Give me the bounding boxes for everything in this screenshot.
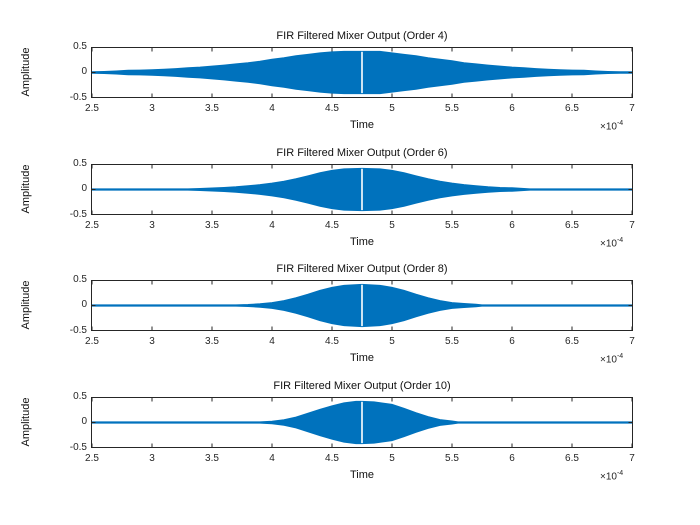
y-axis-label: Amplitude bbox=[20, 397, 32, 447]
y-tick-label: 0 bbox=[81, 416, 87, 427]
x-tick-label: 4 bbox=[269, 336, 275, 347]
x-tick-label: 5 bbox=[389, 103, 395, 114]
x-tick-label: 4 bbox=[269, 453, 275, 464]
x-tick-label: 2.5 bbox=[85, 220, 99, 231]
exponent-base: ×10 bbox=[600, 354, 617, 366]
exponent-power: -4 bbox=[616, 237, 624, 244]
x-tick-label: 7 bbox=[629, 336, 635, 347]
y-tick-label: 0.5 bbox=[73, 274, 87, 285]
x-axis-ticks: 2.5 3 3.5 4 4.5 5 5.5 6 6.5 7 bbox=[85, 453, 635, 465]
x-axis-exponent: ×10-4 bbox=[600, 470, 623, 482]
axes-box bbox=[91, 280, 633, 331]
axes-box bbox=[91, 164, 633, 215]
waveform-plot bbox=[92, 165, 632, 214]
axes-box bbox=[91, 397, 633, 448]
y-tick-label: 0 bbox=[81, 183, 87, 194]
x-tick-label: 6 bbox=[509, 453, 515, 464]
x-tick-label: 3.5 bbox=[205, 220, 219, 231]
exponent-base: ×10 bbox=[600, 121, 617, 133]
y-tick-label: -0.5 bbox=[69, 325, 87, 336]
exponent-base: ×10 bbox=[600, 238, 617, 250]
exponent-power: -4 bbox=[616, 353, 624, 360]
y-axis-label: Amplitude bbox=[20, 47, 32, 97]
subplot-order-8: FIR Filtered Mixer Output (Order 8) Ampl… bbox=[0, 263, 700, 397]
x-tick-label: 5 bbox=[389, 453, 395, 464]
subplot-order-4: FIR Filtered Mixer Output (Order 4) Ampl… bbox=[0, 30, 700, 164]
x-tick-label: 3 bbox=[149, 336, 155, 347]
x-axis-exponent: ×10-4 bbox=[600, 353, 623, 365]
y-axis-label: Amplitude bbox=[20, 280, 32, 330]
x-tick-label: 3 bbox=[149, 103, 155, 114]
x-tick-label: 6.5 bbox=[565, 220, 579, 231]
x-axis-ticks: 2.5 3 3.5 4 4.5 5 5.5 6 6.5 7 bbox=[85, 336, 635, 348]
x-tick-label: 6 bbox=[509, 220, 515, 231]
subplot-title: FIR Filtered Mixer Output (Order 8) bbox=[276, 263, 448, 275]
subplot-order-10: FIR Filtered Mixer Output (Order 10) Amp… bbox=[0, 380, 700, 514]
x-tick-label: 6 bbox=[509, 336, 515, 347]
subplot-title: FIR Filtered Mixer Output (Order 6) bbox=[276, 147, 448, 159]
waveform-plot bbox=[92, 398, 632, 447]
x-tick-label: 5 bbox=[389, 336, 395, 347]
x-axis-ticks: 2.5 3 3.5 4 4.5 5 5.5 6 6.5 7 bbox=[85, 220, 635, 232]
x-axis-exponent: ×10-4 bbox=[600, 120, 623, 132]
axes-box bbox=[91, 47, 633, 98]
x-axis-ticks: 2.5 3 3.5 4 4.5 5 5.5 6 6.5 7 bbox=[85, 103, 635, 115]
x-tick-label: 7 bbox=[629, 453, 635, 464]
exponent-base: ×10 bbox=[600, 471, 617, 483]
y-tick-label: 0 bbox=[81, 299, 87, 310]
x-tick-label: 2.5 bbox=[85, 103, 99, 114]
exponent-power: -4 bbox=[616, 120, 624, 127]
exponent-power: -4 bbox=[616, 470, 624, 477]
x-tick-label: 2.5 bbox=[85, 336, 99, 347]
x-tick-label: 3.5 bbox=[205, 103, 219, 114]
x-axis-label: Time bbox=[349, 469, 375, 481]
x-tick-label: 7 bbox=[629, 220, 635, 231]
x-tick-label: 2.5 bbox=[85, 453, 99, 464]
x-tick-label: 3 bbox=[149, 220, 155, 231]
y-tick-label: -0.5 bbox=[69, 92, 87, 103]
x-tick-label: 5.5 bbox=[445, 103, 459, 114]
x-tick-label: 3.5 bbox=[205, 336, 219, 347]
subplot-title: FIR Filtered Mixer Output (Order 10) bbox=[273, 380, 451, 392]
x-axis-label: Time bbox=[349, 352, 375, 364]
x-tick-label: 5.5 bbox=[445, 220, 459, 231]
x-tick-label: 4.5 bbox=[325, 453, 339, 464]
x-tick-label: 4.5 bbox=[325, 220, 339, 231]
y-axis-label: Amplitude bbox=[20, 164, 32, 214]
x-tick-label: 6 bbox=[509, 103, 515, 114]
x-tick-label: 6.5 bbox=[565, 336, 579, 347]
y-tick-label: -0.5 bbox=[69, 209, 87, 220]
x-tick-label: 4 bbox=[269, 103, 275, 114]
x-tick-label: 5.5 bbox=[445, 336, 459, 347]
x-tick-label: 6.5 bbox=[565, 103, 579, 114]
x-tick-label: 4.5 bbox=[325, 103, 339, 114]
x-tick-label: 5.5 bbox=[445, 453, 459, 464]
x-axis-exponent: ×10-4 bbox=[600, 237, 623, 249]
x-axis-label: Time bbox=[349, 119, 375, 131]
x-tick-label: 6.5 bbox=[565, 453, 579, 464]
x-tick-label: 3.5 bbox=[205, 453, 219, 464]
y-tick-label: 0.5 bbox=[73, 158, 87, 169]
x-tick-label: 4.5 bbox=[325, 336, 339, 347]
y-tick-label: 0.5 bbox=[73, 391, 87, 402]
waveform-plot bbox=[92, 281, 632, 330]
x-axis-label: Time bbox=[349, 236, 375, 248]
waveform-plot bbox=[92, 48, 632, 97]
x-tick-label: 7 bbox=[629, 103, 635, 114]
x-tick-label: 3 bbox=[149, 453, 155, 464]
y-tick-label: 0.5 bbox=[73, 41, 87, 52]
x-tick-label: 4 bbox=[269, 220, 275, 231]
subplot-order-6: FIR Filtered Mixer Output (Order 6) Ampl… bbox=[0, 147, 700, 281]
y-tick-label: -0.5 bbox=[69, 442, 87, 453]
y-tick-label: 0 bbox=[81, 66, 87, 77]
subplot-title: FIR Filtered Mixer Output (Order 4) bbox=[276, 30, 448, 42]
x-tick-label: 5 bbox=[389, 220, 395, 231]
